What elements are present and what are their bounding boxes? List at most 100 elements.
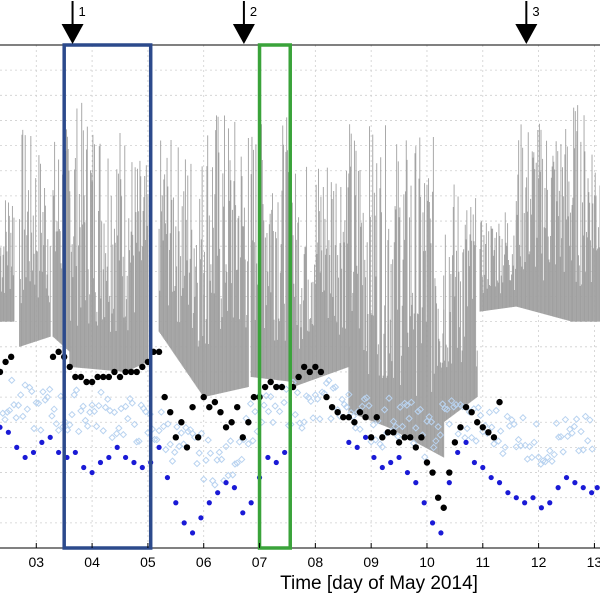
diamond-point	[450, 403, 458, 411]
blue-point	[30, 449, 37, 456]
diamond-point	[97, 388, 105, 397]
diamond-point	[496, 427, 505, 435]
diamond-point	[421, 453, 429, 461]
x-tick-label: 06	[196, 554, 212, 570]
diamond-point	[237, 455, 246, 464]
diamond-point	[434, 423, 442, 431]
black-point	[340, 414, 347, 421]
blue-point	[421, 500, 427, 506]
black-point	[384, 429, 392, 436]
diamond-point	[50, 405, 58, 413]
diamond-point	[133, 438, 141, 446]
black-point	[474, 419, 481, 426]
black-point	[300, 363, 308, 371]
blue-point	[413, 480, 419, 486]
black-point	[250, 393, 258, 401]
diamond-point	[392, 422, 400, 431]
blue-point	[346, 439, 352, 445]
diamond-point	[135, 437, 143, 445]
diamond-point	[193, 459, 201, 468]
blue-point	[555, 485, 561, 491]
blue-point	[97, 459, 104, 466]
diamond-point	[396, 403, 404, 411]
blue-point	[231, 485, 238, 491]
diamond-point	[48, 412, 56, 420]
diamond-point	[37, 426, 45, 434]
diamond-point	[412, 424, 420, 432]
blue-point	[106, 454, 112, 461]
event-marker-label: 1	[79, 4, 86, 19]
diamond-point	[1, 415, 9, 424]
diamond-point	[378, 443, 387, 451]
black-point	[200, 393, 207, 401]
diamond-point	[389, 417, 398, 426]
x-tick-label: 09	[363, 554, 379, 570]
diamond-point	[472, 437, 480, 445]
blue-point	[47, 434, 53, 440]
diamond-point	[530, 438, 538, 447]
diamond-point	[5, 406, 14, 415]
diamond-point	[552, 419, 561, 427]
blue-point	[122, 454, 129, 461]
diamond-point	[293, 388, 302, 397]
diamond-point	[168, 457, 177, 465]
black-point	[468, 408, 475, 416]
diamond-point	[175, 442, 183, 451]
diamond-point	[157, 408, 166, 416]
event-marker-label: 3	[532, 4, 539, 19]
diamond-point	[358, 402, 366, 411]
highlight-boxes	[62, 43, 292, 550]
diamond-point	[266, 392, 275, 401]
diamond-point	[208, 477, 217, 485]
black-point	[390, 429, 397, 436]
gray-vertical-line-series	[0, 102, 600, 458]
blue-point	[563, 474, 570, 481]
blue-point	[580, 485, 586, 491]
blue-point	[480, 464, 486, 471]
diamond-point	[461, 434, 469, 442]
blue-point	[371, 454, 377, 461]
diamond-point	[106, 406, 114, 415]
diamond-point	[202, 456, 210, 464]
blue-point	[455, 449, 461, 456]
diamond-point	[548, 457, 556, 465]
black-point	[295, 373, 302, 381]
diamond-point	[447, 397, 456, 405]
diamond-point	[226, 437, 235, 445]
black-point	[66, 363, 73, 371]
blue-point	[265, 454, 271, 461]
black-point	[278, 383, 286, 391]
diamond-point	[568, 429, 576, 437]
blue-point	[22, 454, 28, 461]
diamond-point	[235, 438, 244, 446]
diamond-point	[204, 436, 212, 444]
diamond-point	[41, 396, 49, 404]
diamond-point	[563, 432, 572, 441]
blue-point	[471, 459, 478, 466]
diamond-point	[229, 471, 237, 479]
black-point	[245, 419, 252, 426]
black-point	[127, 368, 135, 376]
blue-point	[164, 474, 171, 481]
x-tick-label: 11	[476, 554, 491, 570]
x-tick-label: 10	[419, 554, 435, 570]
black-point	[211, 398, 219, 406]
black-point	[273, 383, 280, 391]
blue-point	[131, 459, 137, 466]
diamond-point	[331, 383, 340, 391]
diamond-point	[427, 418, 436, 426]
black-point	[401, 434, 408, 441]
black-point	[434, 494, 442, 501]
black-point	[72, 373, 79, 381]
diamond-point	[362, 394, 371, 402]
black-point	[94, 373, 101, 381]
diamond-point	[438, 400, 447, 408]
event-marker-label: 2	[250, 4, 257, 19]
blue-point	[173, 500, 179, 506]
black-point	[133, 368, 140, 376]
blue-point	[505, 490, 511, 496]
event-arrow-head	[515, 24, 538, 44]
black-point	[317, 368, 325, 376]
diamond-point	[34, 399, 43, 408]
diamond-point	[514, 435, 523, 444]
